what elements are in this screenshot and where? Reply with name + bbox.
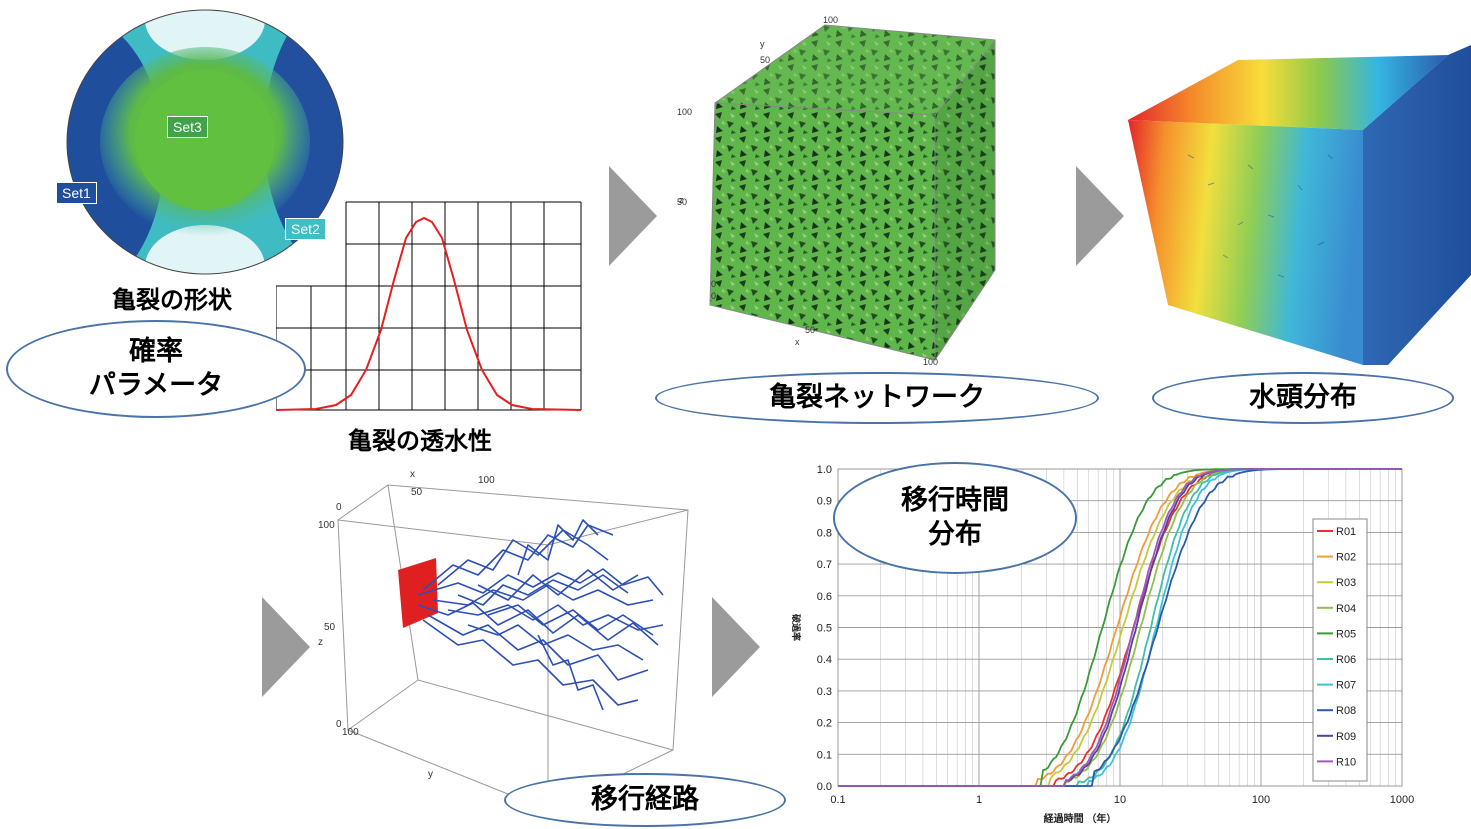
fracture-shape-caption: 亀裂の形状: [112, 286, 232, 314]
legend-label-r04: R04: [1336, 603, 1356, 615]
network-tick-100-top: 100: [823, 15, 838, 25]
permeability-distribution: [276, 201, 582, 411]
y-tick-label: 0.5: [817, 623, 832, 635]
paths-axis-x: x: [410, 469, 415, 480]
stereonet-diagram: [66, 9, 344, 275]
paths-tick-100-z: 100: [318, 520, 335, 531]
paths-tick-50-x: 50: [411, 487, 423, 498]
x-axis-label: 経過時間 （年）: [1044, 812, 1117, 825]
y-tick-label: 0.7: [817, 559, 832, 571]
legend-label-r01: R01: [1336, 526, 1356, 538]
gaussian-curve: [276, 216, 582, 411]
x-tick-label: 1: [976, 794, 982, 806]
hydraulic-head-cube: [1128, 45, 1471, 365]
time-line2: 分布: [928, 519, 982, 550]
paths-axis-y: y: [428, 769, 433, 780]
y-tick-label: 1.0: [817, 464, 832, 476]
y-tick-label: 0.0: [817, 781, 832, 793]
network-caption: 亀裂ネットワーク: [769, 382, 985, 414]
network-tick-100-x: 100: [923, 357, 938, 367]
migration-paths-view: x 50 100 0 100 z 50 0 100 y 0: [318, 469, 689, 811]
arrow-to-paths: [262, 597, 310, 697]
parameters-line1: 確率: [129, 336, 183, 368]
arrow-to-time: [712, 597, 760, 697]
y-axis-label: 破過率: [791, 614, 802, 641]
paths-axis-z: z: [318, 637, 323, 648]
y-tick-label: 0.3: [817, 686, 832, 698]
x-tick-label: 0.1: [830, 794, 845, 806]
paths-tick-0-z: 0: [336, 719, 342, 730]
probability-parameters-ellipse: 確率 パラメータ: [6, 320, 306, 418]
set3-label: Set3: [167, 116, 208, 138]
network-tick-0-z: 0: [711, 279, 716, 289]
network-axis-y: y: [760, 39, 765, 49]
x-tick-label: 10: [1114, 794, 1126, 806]
y-tick-label: 0.4: [817, 654, 832, 666]
arrow-to-head: [1076, 166, 1124, 266]
fracture-network-ellipse: 亀裂ネットワーク: [655, 372, 1099, 424]
time-line1: 移行時間: [901, 485, 1009, 517]
arrow-to-network: [609, 166, 657, 266]
network-tick-0-x: 0: [711, 291, 716, 301]
set1-label: Set1: [56, 182, 97, 204]
network-tick-50-x: 50: [805, 325, 815, 335]
x-tick-label: 100: [1252, 794, 1270, 806]
legend-label-r03: R03: [1336, 577, 1356, 589]
parameters-line2: パラメータ: [88, 370, 224, 401]
source-plane: [398, 558, 438, 628]
network-axis-x: x: [795, 337, 800, 347]
network-tick-50-y: 50: [760, 55, 770, 65]
y-tick-label: 0.6: [817, 591, 832, 603]
paths-tick-100-y: 100: [342, 727, 359, 738]
fracture-network-cube: 100 y 50 100 z 50 0 0 50 x 100: [677, 15, 996, 367]
legend-label-r08: R08: [1336, 705, 1356, 717]
head-caption: 水頭分布: [1249, 382, 1357, 414]
network-axis-z: z: [679, 195, 684, 205]
migration-time-ellipse: 移行時間 分布: [833, 462, 1077, 574]
series-line-r10: [838, 468, 1402, 787]
legend-label-r07: R07: [1336, 680, 1356, 692]
migration-paths-ellipse: 移行経路: [504, 773, 786, 827]
legend-box: [1312, 518, 1368, 782]
paths-caption: 移行経路: [591, 784, 699, 816]
network-tick-50-z: 50: [677, 197, 687, 207]
paths-tick-50-z: 50: [324, 622, 336, 633]
y-tick-label: 0.9: [817, 496, 832, 508]
y-tick-label: 0.8: [817, 527, 832, 539]
paths-tick-0-top: 0: [336, 502, 342, 513]
hydraulic-head-ellipse: 水頭分布: [1152, 372, 1454, 424]
legend-label-r10: R10: [1336, 756, 1356, 768]
paths-tick-100-x: 100: [478, 475, 495, 486]
y-tick-label: 0.1: [817, 749, 832, 761]
legend-label-r09: R09: [1336, 731, 1356, 743]
y-tick-label: 0.2: [817, 718, 832, 730]
set2-label: Set2: [285, 218, 326, 240]
legend-label-r06: R06: [1336, 654, 1356, 666]
network-tick-100-z: 100: [677, 107, 692, 117]
permeability-caption: 亀裂の透水性: [348, 427, 492, 455]
x-tick-label: 1000: [1390, 794, 1414, 806]
legend-label-r05: R05: [1336, 628, 1356, 640]
legend-label-r02: R02: [1336, 552, 1356, 564]
